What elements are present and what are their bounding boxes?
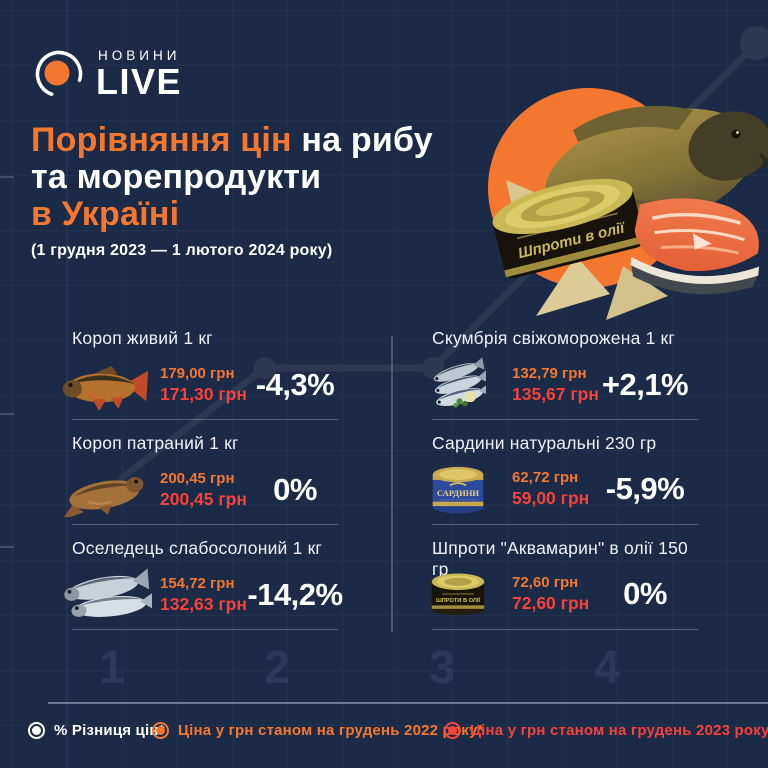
brand-logo: НОВИНИ LIVE xyxy=(34,48,182,100)
title-line-3: в Україні xyxy=(31,195,180,233)
price-dec-2022: 154,72 грн xyxy=(160,575,235,592)
legend-separator-line xyxy=(48,702,768,704)
brand-name-bottom: LIVE xyxy=(96,61,183,102)
carp-gutted-image xyxy=(48,463,152,517)
axis-label-4: 4 xyxy=(594,641,620,693)
item-name: Короп патраний 1 кг xyxy=(72,433,239,453)
sardines-can-image: САРДИНИ xyxy=(408,461,486,517)
item-name: Сардини натуральні 230 гр xyxy=(432,433,657,453)
hero-fish-illustration: Шпроти в олії xyxy=(488,88,768,320)
axis-tick xyxy=(0,413,14,415)
mackerel-image xyxy=(408,356,486,414)
legend-label: Ціна у грн станом на грудень 2023 року* xyxy=(470,722,768,739)
price-dec-2022: 200,45 грн xyxy=(160,470,235,487)
price-dec-2023: 72,60 грн xyxy=(512,593,590,613)
price-dec-2023: 59,00 грн xyxy=(512,488,590,508)
legend-label: Ціна у грн станом на грудень 2022 року* xyxy=(178,722,484,739)
price-item-sprats: ШПРОТИ В ОЛІЇ 72,60 грн 72,60 грн 0% Шпр… xyxy=(408,538,708,630)
price-change-percent: -14,2% xyxy=(247,577,343,612)
price-item-herring: Оселедець слабосолоний 1 кг xyxy=(48,538,348,630)
price-dec-2022: 132,79 грн xyxy=(512,365,587,382)
legend-item-percent-diff: % Різниця цін* xyxy=(28,722,165,739)
red-dot-icon xyxy=(444,722,461,739)
legend-label: % Різниця цін* xyxy=(54,722,165,739)
price-item-carp-gutted: Короп патраний 1 кг 200,45 грн xyxy=(48,433,348,525)
page-title: Порівняння цін на рибу та морепродукти в… xyxy=(31,122,433,260)
trend-node xyxy=(422,357,444,379)
price-dec-2023: 171,30 грн xyxy=(160,384,247,404)
price-change-percent: -4,3% xyxy=(255,367,335,402)
carp-live-image xyxy=(48,358,152,412)
price-dec-2023: 135,67 грн xyxy=(512,384,599,404)
price-item-mackerel: Скумбрія свіжоморожена 1 кг xyxy=(408,328,708,420)
price-change-percent: -5,9% xyxy=(605,471,685,506)
title-accent: Порівняння цін xyxy=(31,121,292,159)
item-name: Шпроти "Аквамарин" в олії 150 гр xyxy=(432,538,688,579)
sardines-can-label: САРДИНИ xyxy=(437,488,480,498)
price-dec-2022: 62,72 грн xyxy=(512,469,579,486)
trend-node xyxy=(740,26,768,60)
title-rest: на рибу xyxy=(291,121,433,159)
hero-salmon-steak-image xyxy=(630,198,760,295)
title-line-1: Порівняння цін на рибу xyxy=(31,122,433,159)
brand-name-top: НОВИНИ xyxy=(98,48,181,63)
sprats-can-label: ШПРОТИ В ОЛІЇ xyxy=(436,597,481,604)
sprats-can-image: ШПРОТИ В ОЛІЇ xyxy=(408,567,486,621)
item-name: Скумбрія свіжоморожена 1 кг xyxy=(432,328,676,348)
axis-tick xyxy=(0,546,14,548)
legend-item-price-2023: Ціна у грн станом на грудень 2023 року* xyxy=(444,722,768,739)
axis-tick xyxy=(0,176,14,178)
hero-sprats-can-image: Шпроти в олії xyxy=(492,178,646,278)
price-dec-2022: 72,60 грн xyxy=(512,574,579,591)
orange-dot-icon xyxy=(152,722,169,739)
herring-image xyxy=(48,567,152,623)
axis-label-3: 3 xyxy=(429,641,455,693)
item-name: Оселедець слабосолоний 1 кг xyxy=(72,538,323,558)
price-dec-2023: 200,45 грн xyxy=(160,489,247,509)
price-item-carp-live: Короп живий 1 кг 179,00 грн 171,30 грн xyxy=(48,328,348,420)
price-change-percent: +2,1% xyxy=(601,367,689,402)
price-dec-2022: 179,00 грн xyxy=(160,365,235,382)
title-line-2: та морепродукти xyxy=(31,158,322,196)
item-name: Короп живий 1 кг xyxy=(72,328,213,348)
white-dot-icon xyxy=(28,722,45,739)
axis-label-2: 2 xyxy=(264,641,290,693)
trend-node xyxy=(254,357,276,379)
novyny-live-logo-icon xyxy=(35,50,83,98)
price-dec-2023: 132,63 грн xyxy=(160,594,247,614)
axis-label-1: 1 xyxy=(99,641,125,693)
title-date-range: (1 грудня 2023 — 1 лютого 2024 року) xyxy=(31,242,333,259)
price-change-percent: 0% xyxy=(273,472,317,507)
legend-item-price-2022: Ціна у грн станом на грудень 2022 року* xyxy=(152,722,484,739)
price-item-sardines: САРДИНИ 62,72 грн 59,00 грн -5,9% Сардин… xyxy=(408,433,708,525)
price-change-percent: 0% xyxy=(623,576,667,611)
column-separator xyxy=(391,336,393,632)
